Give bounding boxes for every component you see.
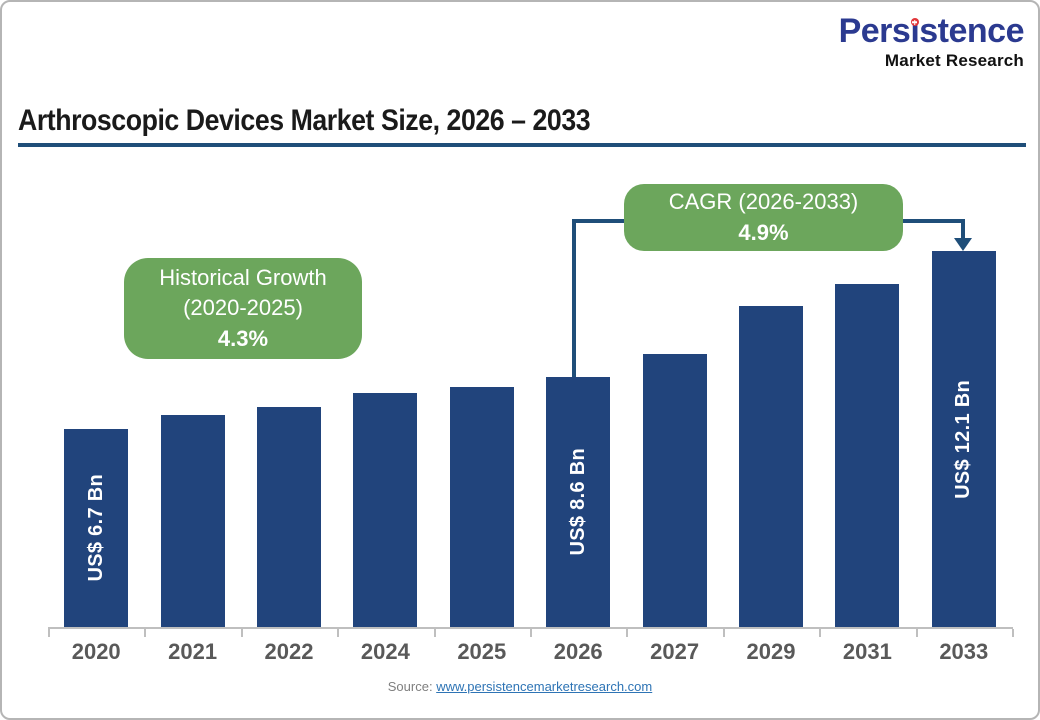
x-axis-label-2027: 2027 bbox=[650, 639, 700, 664]
logo-dotless-i: ı bbox=[910, 12, 920, 50]
bar-2026: US$ 8.6 Bn bbox=[546, 377, 611, 627]
x-axis-label-2021: 2021 bbox=[168, 639, 218, 664]
cagr-callout: CAGR (2026-2033) 4.9% bbox=[624, 184, 903, 251]
x-axis-label-2022: 2022 bbox=[264, 639, 314, 664]
bar-2022 bbox=[257, 407, 321, 627]
bar-value-label-2020: US$ 6.7 Bn bbox=[84, 474, 107, 582]
cagr-value: 4.9% bbox=[738, 219, 789, 245]
x-axis-label-2025: 2025 bbox=[457, 639, 507, 664]
x-axis-tick bbox=[48, 629, 50, 637]
x-axis-label-2033: 2033 bbox=[939, 639, 989, 664]
x-axis-line bbox=[48, 627, 1013, 629]
x-axis-tick bbox=[626, 629, 629, 637]
bar-value-label-2026: US$ 8.6 Bn bbox=[566, 448, 589, 556]
bar-2027 bbox=[642, 354, 707, 627]
source-link[interactable]: www.persistencemarketresearch.com bbox=[436, 679, 653, 694]
source-prefix: Source: bbox=[387, 679, 433, 694]
connector-horizontal-right bbox=[903, 219, 965, 223]
x-axis-label-2026: 2026 bbox=[553, 639, 603, 664]
bar-2024 bbox=[353, 393, 418, 627]
x-axis-label-2020: 2020 bbox=[71, 639, 121, 664]
x-axis-tick bbox=[337, 629, 340, 637]
x-axis-label-2029: 2029 bbox=[746, 639, 796, 664]
page-title: Arthroscopic Devices Market Size, 2026 –… bbox=[18, 104, 591, 137]
historical-growth-line2: (2020-2025) bbox=[183, 295, 303, 321]
x-axis-tick bbox=[722, 629, 725, 637]
bar-value-label-2033: US$ 12.1 Bn bbox=[952, 379, 975, 499]
x-axis-label-2024: 2024 bbox=[360, 639, 410, 664]
historical-growth-value: 4.3% bbox=[217, 325, 269, 351]
logo-text-part1: Pers bbox=[838, 12, 911, 50]
x-axis-label-2031: 2031 bbox=[842, 639, 892, 664]
connector-vertical-left bbox=[572, 219, 576, 377]
cagr-line1: CAGR (2026-2033) bbox=[668, 189, 859, 215]
logo-wordmark: Persı stence bbox=[838, 12, 1025, 50]
title-underline bbox=[18, 143, 1026, 147]
x-axis-tick bbox=[240, 629, 243, 637]
x-axis-tick bbox=[530, 629, 532, 637]
connector-horizontal-left bbox=[572, 219, 624, 223]
logo-subtitle: Market Research bbox=[884, 50, 1024, 70]
arrow-down-icon bbox=[954, 238, 972, 251]
logo-red-dot-icon bbox=[910, 18, 919, 26]
bar-2033: US$ 12.1 Bn bbox=[931, 251, 996, 627]
historical-growth-callout: Historical Growth (2020-2025) 4.3% bbox=[124, 258, 362, 359]
bar-2025 bbox=[449, 387, 514, 627]
logo-letter-i: ı bbox=[910, 12, 920, 50]
historical-growth-line1: Historical Growth bbox=[159, 264, 327, 290]
bar-2021 bbox=[160, 415, 225, 627]
x-axis-tick bbox=[915, 629, 918, 637]
x-axis-tick bbox=[433, 629, 436, 637]
source-line: Source: www.persistencemarketresearch.co… bbox=[2, 679, 1038, 694]
pmr-logo: Persı stence Market Research bbox=[838, 12, 1025, 71]
bar-2029 bbox=[739, 306, 803, 627]
x-axis-tick bbox=[819, 629, 822, 637]
connector-vertical-right bbox=[961, 219, 965, 239]
x-axis-tick bbox=[1012, 629, 1014, 637]
logo-text-part2: stence bbox=[919, 12, 1024, 50]
bar-2020: US$ 6.7 Bn bbox=[64, 429, 129, 627]
x-axis-tick bbox=[144, 629, 147, 637]
bar-2031 bbox=[835, 284, 900, 627]
